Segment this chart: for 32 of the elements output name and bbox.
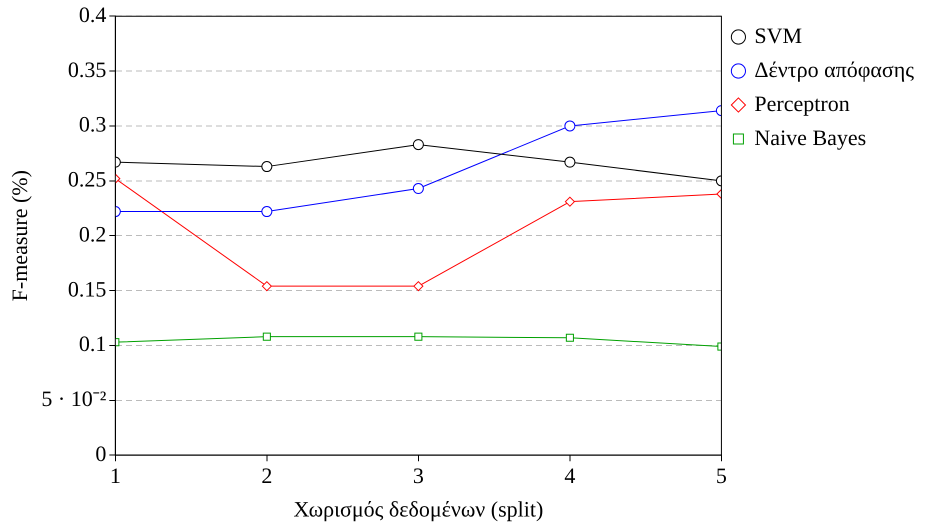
y-tick-label: 5 · 10⁻² <box>41 386 107 412</box>
legend-label: Perceptron <box>754 90 850 116</box>
y-axis-title: F-measure (%) <box>6 170 32 302</box>
y-tick-label: 0.1 <box>78 331 106 356</box>
y-tick-label: 0.15 <box>68 276 106 302</box>
point <box>564 120 576 132</box>
point <box>261 161 272 172</box>
legend-label: Naive Bayes <box>754 124 866 150</box>
point <box>412 139 424 150</box>
y-tick-label: 0.25 <box>68 166 106 192</box>
x-tick-label: 3 <box>412 463 424 488</box>
point <box>566 334 574 342</box>
x-tick-label: 2 <box>261 463 272 488</box>
legend-label: SVM <box>754 22 802 48</box>
point <box>262 332 271 341</box>
point <box>414 332 422 341</box>
x-tick-label: 5 <box>716 463 727 488</box>
x-axis-title: Χωρισμός δεδομένων (split) <box>293 496 544 522</box>
y-tick-label: 0.3 <box>78 112 106 137</box>
point <box>413 281 424 292</box>
point <box>261 206 272 218</box>
point <box>412 183 424 194</box>
y-tick-label: 0.2 <box>78 221 106 246</box>
y-tick-label: 0 <box>95 440 106 466</box>
legend-label: Δέντρο απόφασης <box>754 56 914 82</box>
y-tick-label: 0.4 <box>78 2 106 27</box>
x-tick-label: 1 <box>110 463 121 488</box>
y-tick-label: 0.35 <box>68 56 106 82</box>
point <box>262 281 272 292</box>
x-tick-label: 4 <box>564 463 576 488</box>
point <box>564 156 576 168</box>
point <box>564 196 575 207</box>
